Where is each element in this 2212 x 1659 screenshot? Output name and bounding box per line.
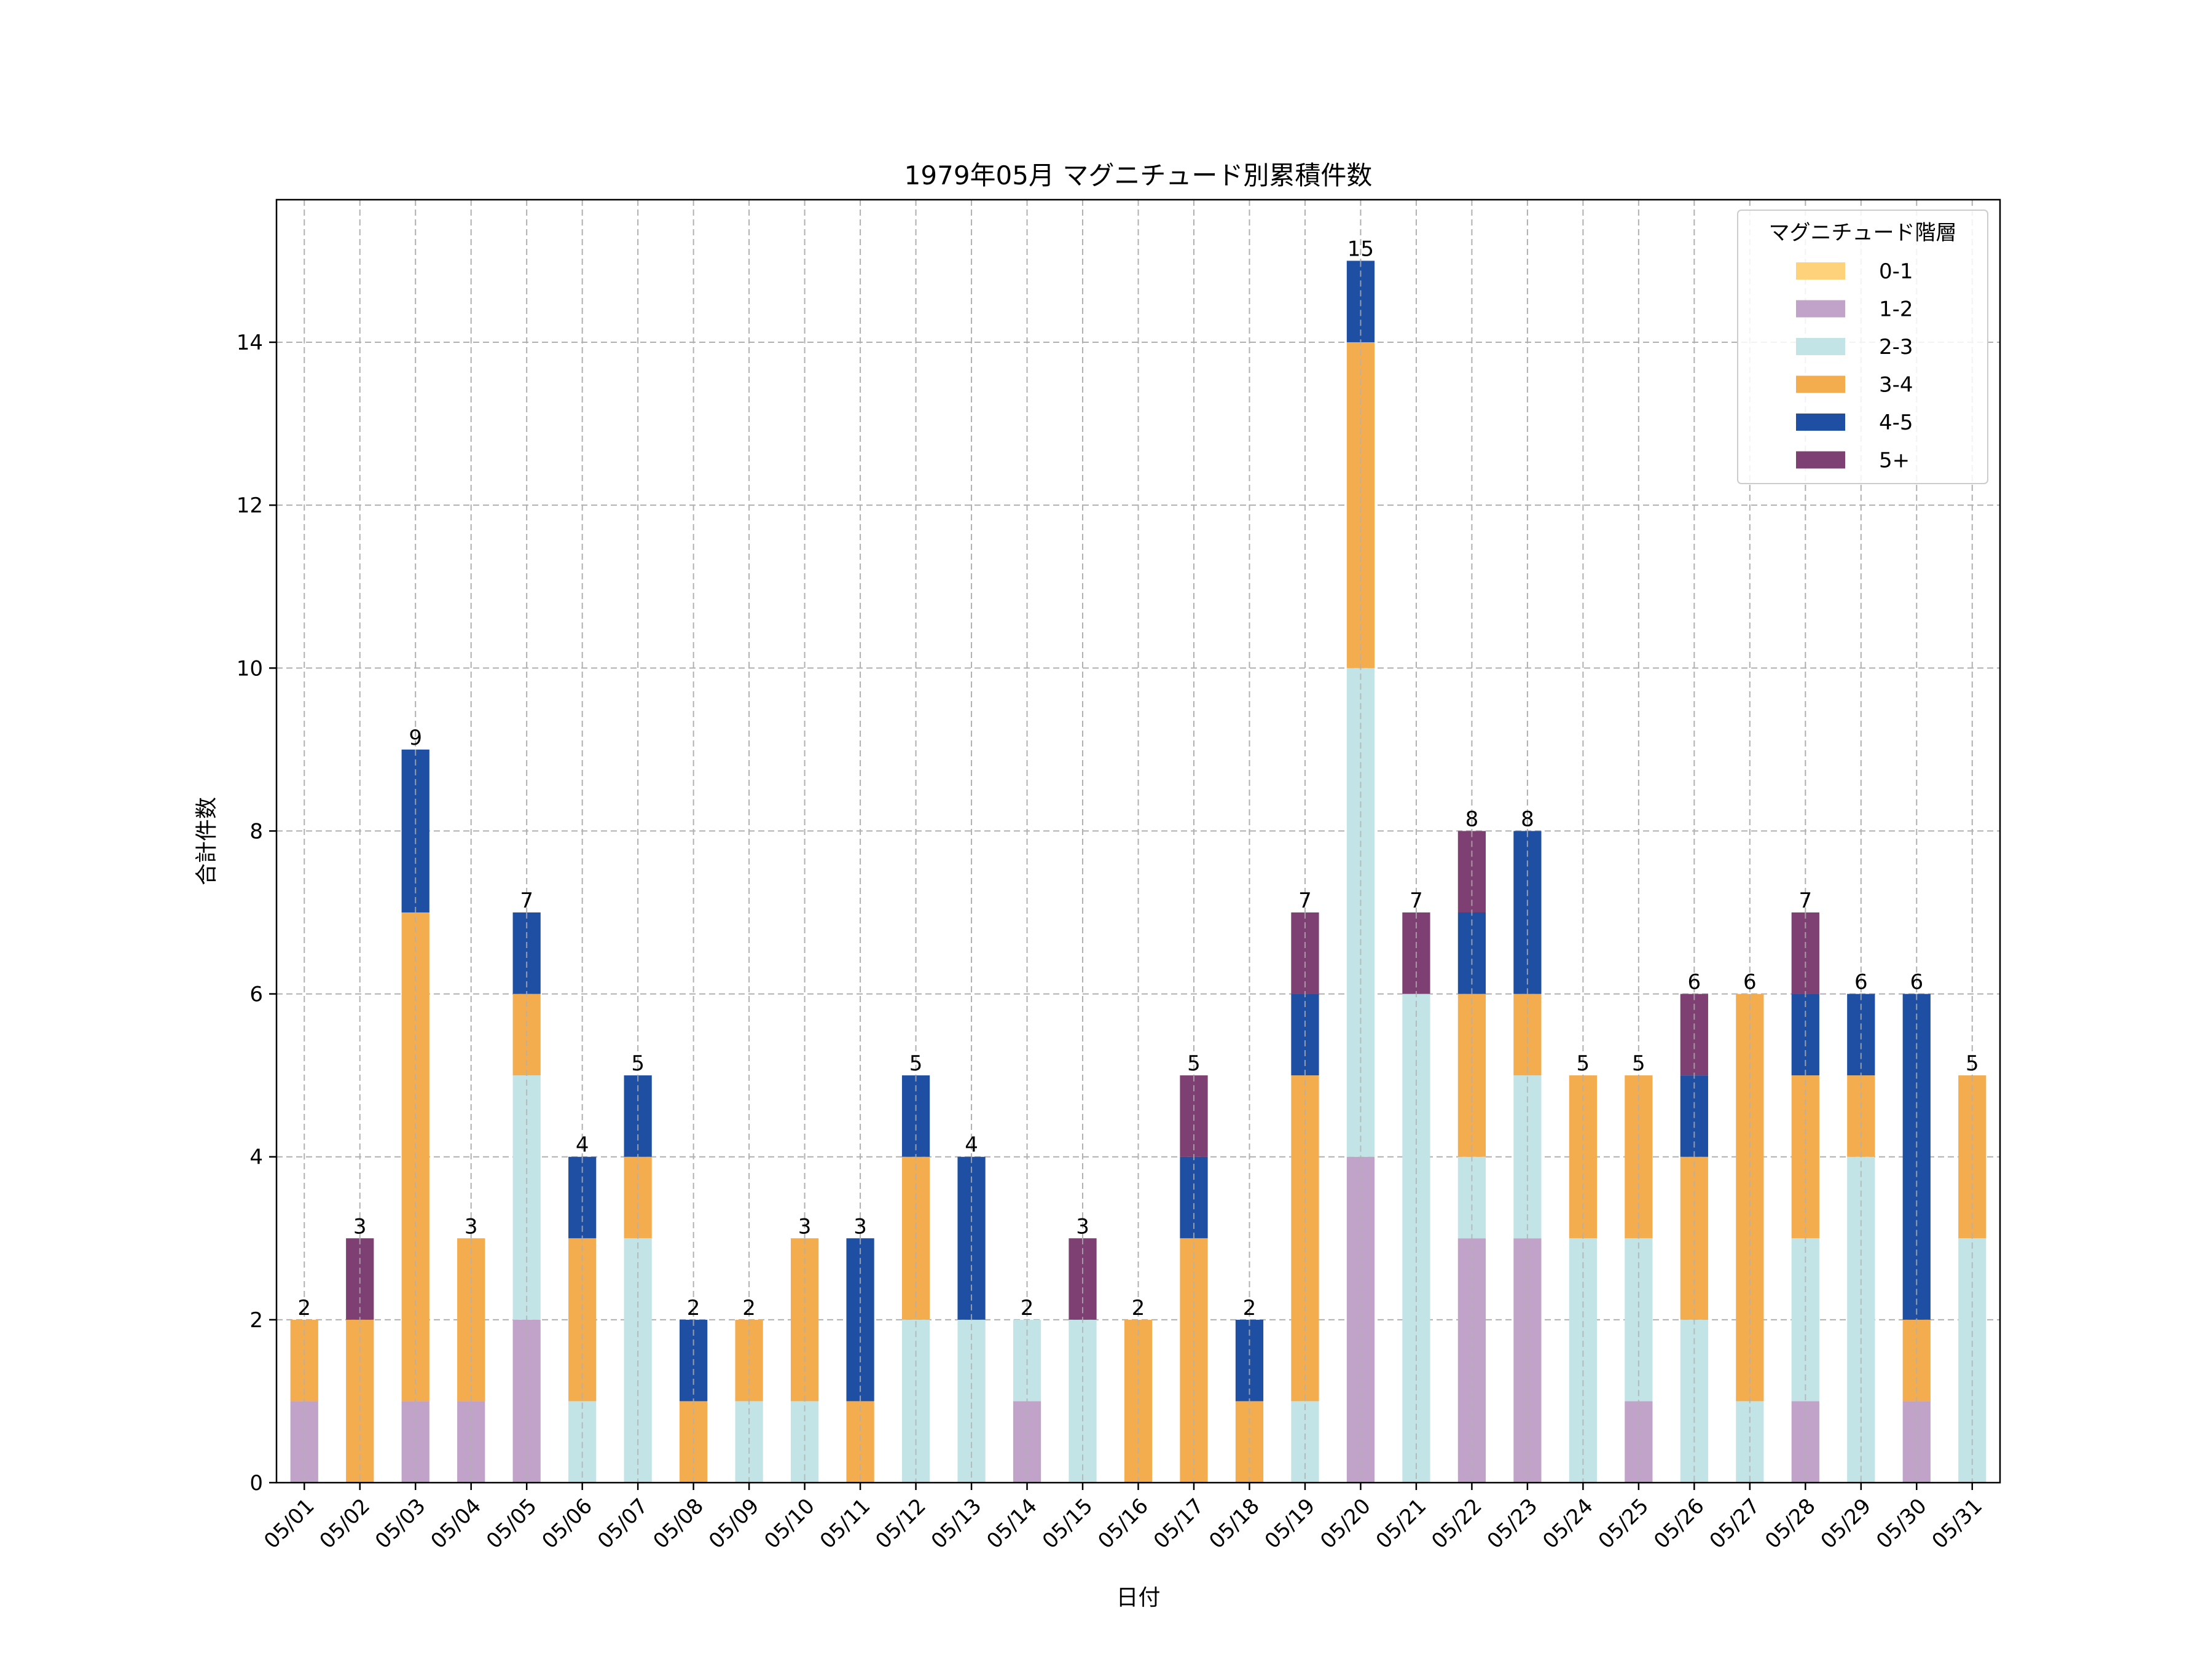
total-label: 3 (353, 1214, 367, 1239)
total-label: 9 (409, 726, 422, 750)
total-label: 2 (1243, 1296, 1257, 1320)
x-tick-label: 05/21 (1371, 1494, 1432, 1554)
total-label: 15 (1347, 237, 1374, 261)
y-tick-label: 6 (249, 982, 263, 1007)
y-axis-title: 合計件数 (194, 797, 219, 885)
x-tick-label: 05/10 (759, 1494, 820, 1554)
legend-swatch-4-5 (1796, 414, 1845, 431)
x-axis-title: 日付 (1116, 1585, 1160, 1610)
legend-items: 0-1 1-2 2-3 3-4 4-5 5+ (1796, 259, 1913, 473)
x-tick-label: 05/02 (315, 1494, 375, 1554)
legend-swatch-5+ (1796, 451, 1845, 469)
total-label: 2 (742, 1296, 756, 1320)
y-tick-label: 10 (237, 656, 263, 681)
x-tick-label: 05/06 (537, 1494, 597, 1554)
legend: マグニチュード階層 0-1 1-2 2-3 3-4 4-5 5+ (1737, 210, 1988, 484)
x-tick-label: 05/31 (1928, 1494, 1988, 1554)
y-tick-label: 8 (249, 819, 263, 844)
x-tick-label: 05/20 (1316, 1494, 1376, 1554)
x-tick-label: 05/29 (1816, 1494, 1877, 1554)
legend-label: 2-3 (1879, 335, 1913, 359)
x-tick-label: 05/18 (1204, 1494, 1265, 1554)
total-label: 7 (1298, 888, 1312, 913)
x-tick-label: 05/14 (982, 1494, 1042, 1554)
legend-label: 0-1 (1879, 259, 1913, 284)
total-label: 3 (465, 1214, 478, 1239)
total-label: 3 (1076, 1214, 1089, 1239)
total-label: 2 (687, 1296, 700, 1320)
total-label: 6 (1910, 970, 1923, 995)
total-label: 4 (576, 1133, 589, 1158)
legend-swatch-3-4 (1796, 375, 1845, 393)
y-axis: 0 2 4 6 8 10 12 14 (237, 331, 276, 1496)
y-tick-label: 12 (237, 493, 263, 518)
y-tick-label: 14 (237, 331, 263, 355)
total-label: 5 (1187, 1051, 1201, 1076)
chart-title: 1979年05月 マグニチュード別累積件数 (904, 160, 1373, 190)
x-tick-label: 05/01 (259, 1494, 320, 1554)
x-tick-label: 05/22 (1427, 1494, 1487, 1554)
total-label: 2 (297, 1296, 311, 1320)
total-label: 4 (965, 1133, 978, 1158)
total-label: 3 (853, 1214, 867, 1239)
bar-segment-3-4 (1346, 342, 1375, 669)
y-tick-label: 2 (249, 1308, 263, 1333)
total-label: 3 (798, 1214, 812, 1239)
total-label: 5 (1966, 1051, 1979, 1076)
y-tick-label: 4 (249, 1145, 263, 1170)
total-label: 5 (631, 1051, 645, 1076)
x-tick-label: 05/15 (1038, 1494, 1098, 1554)
x-tick-label: 05/28 (1760, 1494, 1821, 1554)
x-tick-label: 05/30 (1872, 1494, 1932, 1554)
x-axis: 05/0105/0205/0305/0405/0505/0605/0705/08… (259, 1483, 1987, 1554)
legend-label: 3-4 (1879, 373, 1913, 398)
bar-segment-2-3 (1291, 1401, 1319, 1483)
legend-swatch-0-1 (1796, 262, 1845, 280)
x-tick-label: 05/19 (1260, 1494, 1320, 1554)
x-tick-label: 05/08 (648, 1494, 708, 1554)
x-tick-label: 05/07 (593, 1494, 653, 1554)
x-tick-label: 05/12 (871, 1494, 931, 1554)
legend-swatch-1-2 (1796, 300, 1845, 318)
legend-title: マグニチュード階層 (1769, 221, 1957, 245)
total-label: 6 (1688, 970, 1701, 995)
total-label: 2 (1132, 1296, 1145, 1320)
x-tick-label: 05/23 (1483, 1494, 1543, 1554)
legend-swatch-2-3 (1796, 338, 1845, 355)
x-tick-label: 05/13 (927, 1494, 987, 1554)
x-tick-label: 05/05 (482, 1494, 542, 1554)
y-tick-label: 0 (249, 1471, 263, 1496)
x-tick-label: 05/11 (815, 1494, 876, 1554)
x-tick-label: 05/04 (426, 1494, 486, 1554)
legend-label: 1-2 (1879, 297, 1913, 322)
total-label: 5 (1577, 1051, 1590, 1076)
legend-label: 4-5 (1879, 410, 1913, 435)
x-tick-label: 05/24 (1538, 1494, 1598, 1554)
data-labels-layer: 2 3 9 3 7 4 5 2 2 3 3 5 4 2 3 2 5 2 7 15 7 8 8 5 5 6 6 7 6 6 5 (297, 237, 1979, 1320)
x-tick-label: 05/17 (1149, 1494, 1209, 1554)
x-tick-label: 05/25 (1594, 1494, 1654, 1554)
total-label: 8 (1521, 807, 1534, 831)
total-label: 7 (520, 888, 533, 913)
bar-segment-1-2 (1791, 1401, 1819, 1483)
x-tick-label: 05/27 (1705, 1494, 1765, 1554)
total-label: 2 (1021, 1296, 1034, 1320)
total-label: 8 (1465, 807, 1479, 831)
x-tick-label: 05/26 (1649, 1494, 1709, 1554)
total-label: 6 (1854, 970, 1868, 995)
legend-label: 5+ (1879, 449, 1910, 473)
x-tick-label: 05/03 (371, 1494, 431, 1554)
total-label: 7 (1798, 888, 1812, 913)
total-label: 7 (1410, 888, 1423, 913)
total-label: 5 (1632, 1051, 1645, 1076)
bars-layer (290, 261, 1986, 1483)
total-label: 6 (1743, 970, 1757, 995)
x-tick-label: 05/16 (1093, 1494, 1153, 1554)
legend-box (1737, 210, 1988, 484)
x-tick-label: 05/09 (704, 1494, 764, 1554)
bar-segment-1-2 (1346, 1156, 1375, 1483)
total-label: 5 (909, 1051, 923, 1076)
